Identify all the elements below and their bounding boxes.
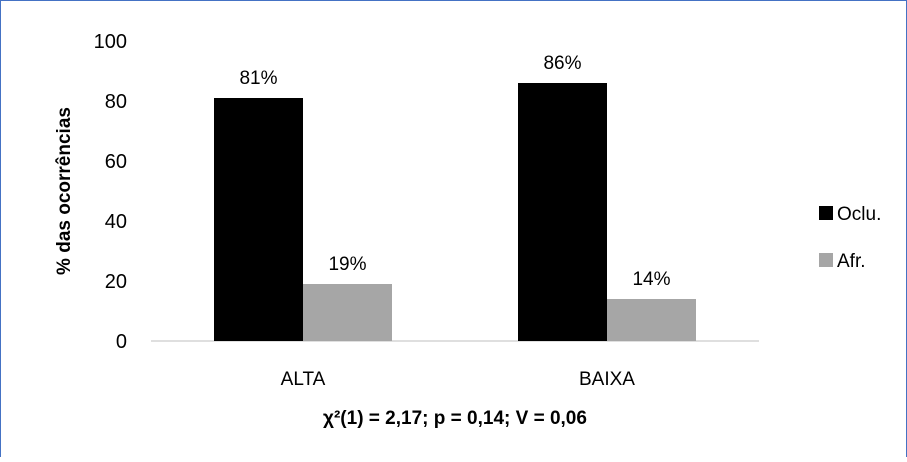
y-tick-label: 100 (94, 31, 127, 53)
data-labels: 81% 19% 86% 14% (239, 53, 670, 290)
x-axis-categories: ALTA BAIXA (281, 369, 636, 390)
bar-afr-alta (303, 284, 392, 341)
y-tick-label: 0 (116, 331, 127, 353)
y-tick-label: 80 (105, 91, 127, 113)
bar-oclu-baixa (518, 83, 607, 341)
bar-oclu-alta (214, 98, 303, 341)
data-label: 86% (543, 53, 581, 74)
legend-label: Oclu. (837, 204, 881, 225)
data-label: 81% (239, 68, 277, 89)
data-label: 19% (328, 254, 366, 275)
data-label: 14% (632, 269, 670, 290)
y-axis-ticks: 0 20 40 60 80 100 (94, 31, 127, 353)
statistics-note: χ²(1) = 2,17; p = 0,14; V = 0,06 (323, 408, 587, 429)
y-tick-label: 60 (105, 151, 127, 173)
x-category-label: ALTA (281, 369, 326, 390)
x-category-label: BAIXA (579, 369, 635, 390)
legend-swatch (819, 253, 833, 267)
y-axis-label: % das ocorrências (54, 107, 75, 275)
legend: Oclu. Afr. (819, 204, 881, 272)
bars (214, 83, 696, 341)
legend-label: Afr. (837, 251, 866, 272)
legend-swatch (819, 206, 833, 220)
y-tick-label: 20 (105, 271, 127, 293)
bar-afr-baixa (607, 299, 696, 341)
y-tick-label: 40 (105, 211, 127, 233)
